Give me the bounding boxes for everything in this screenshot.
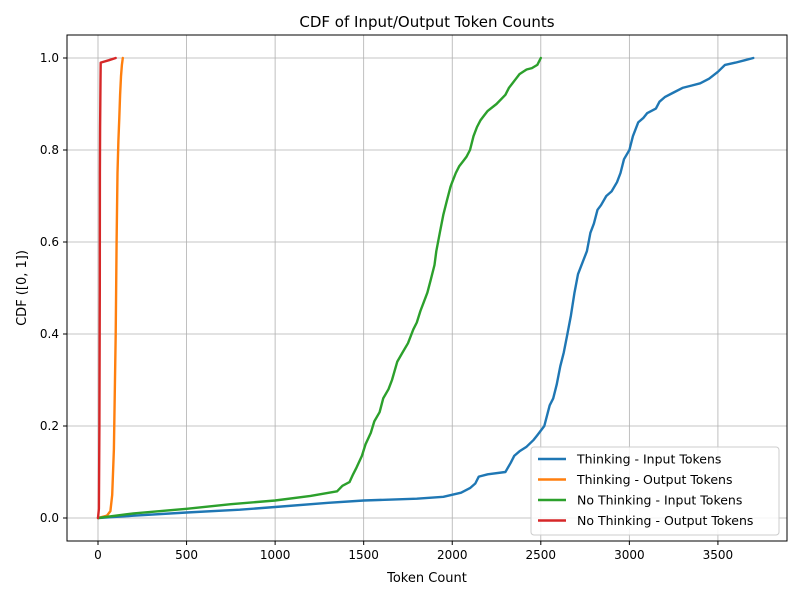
series-line-2 — [96, 56, 125, 520]
y-tick-label: 0.4 — [40, 327, 59, 341]
legend-box — [530, 446, 780, 536]
y-tick-label: 0.8 — [40, 143, 59, 157]
grid — [67, 35, 787, 541]
series-line-4 — [96, 56, 117, 520]
x-tick-label: 1000 — [260, 548, 291, 562]
x-tick-label: 2500 — [526, 548, 557, 562]
series-lines — [96, 56, 755, 520]
axis-ticks: 0 500 1000 1500 2000 2500 3000 3500 0.0 0.2 0.4 0.6… — [40, 51, 733, 562]
x-tick-label: 3500 — [703, 548, 734, 562]
legend: Thinking - Input Tokens Thinking - Output… — [530, 446, 780, 536]
legend-entry-label: No Thinking - Output Tokens — [577, 513, 753, 528]
y-axis-label: CDF ([0, 1]) — [15, 250, 30, 326]
chart-title: CDF of Input/Output Token Counts — [299, 13, 554, 31]
y-tick-label: 0.6 — [40, 235, 59, 249]
x-tick-label: 1500 — [348, 548, 379, 562]
legend-entry-label: Thinking - Input Tokens — [576, 452, 721, 467]
y-tick-label: 1.0 — [40, 51, 59, 65]
x-axis-label: Token Count — [386, 571, 467, 586]
legend-entry-label: No Thinking - Input Tokens — [577, 493, 742, 508]
series-line-3 — [96, 56, 542, 520]
y-tick-label: 0.2 — [40, 419, 59, 433]
x-tick-label: 2000 — [437, 548, 468, 562]
series-line-1 — [96, 56, 755, 520]
x-tick-label: 3000 — [614, 548, 645, 562]
plot-frame — [66, 34, 788, 542]
y-tick-label: 0.0 — [40, 511, 59, 525]
x-tick-label: 500 — [175, 548, 198, 562]
legend-entry-label: Thinking - Output Tokens — [576, 472, 732, 487]
x-tick-label: 0 — [94, 548, 102, 562]
